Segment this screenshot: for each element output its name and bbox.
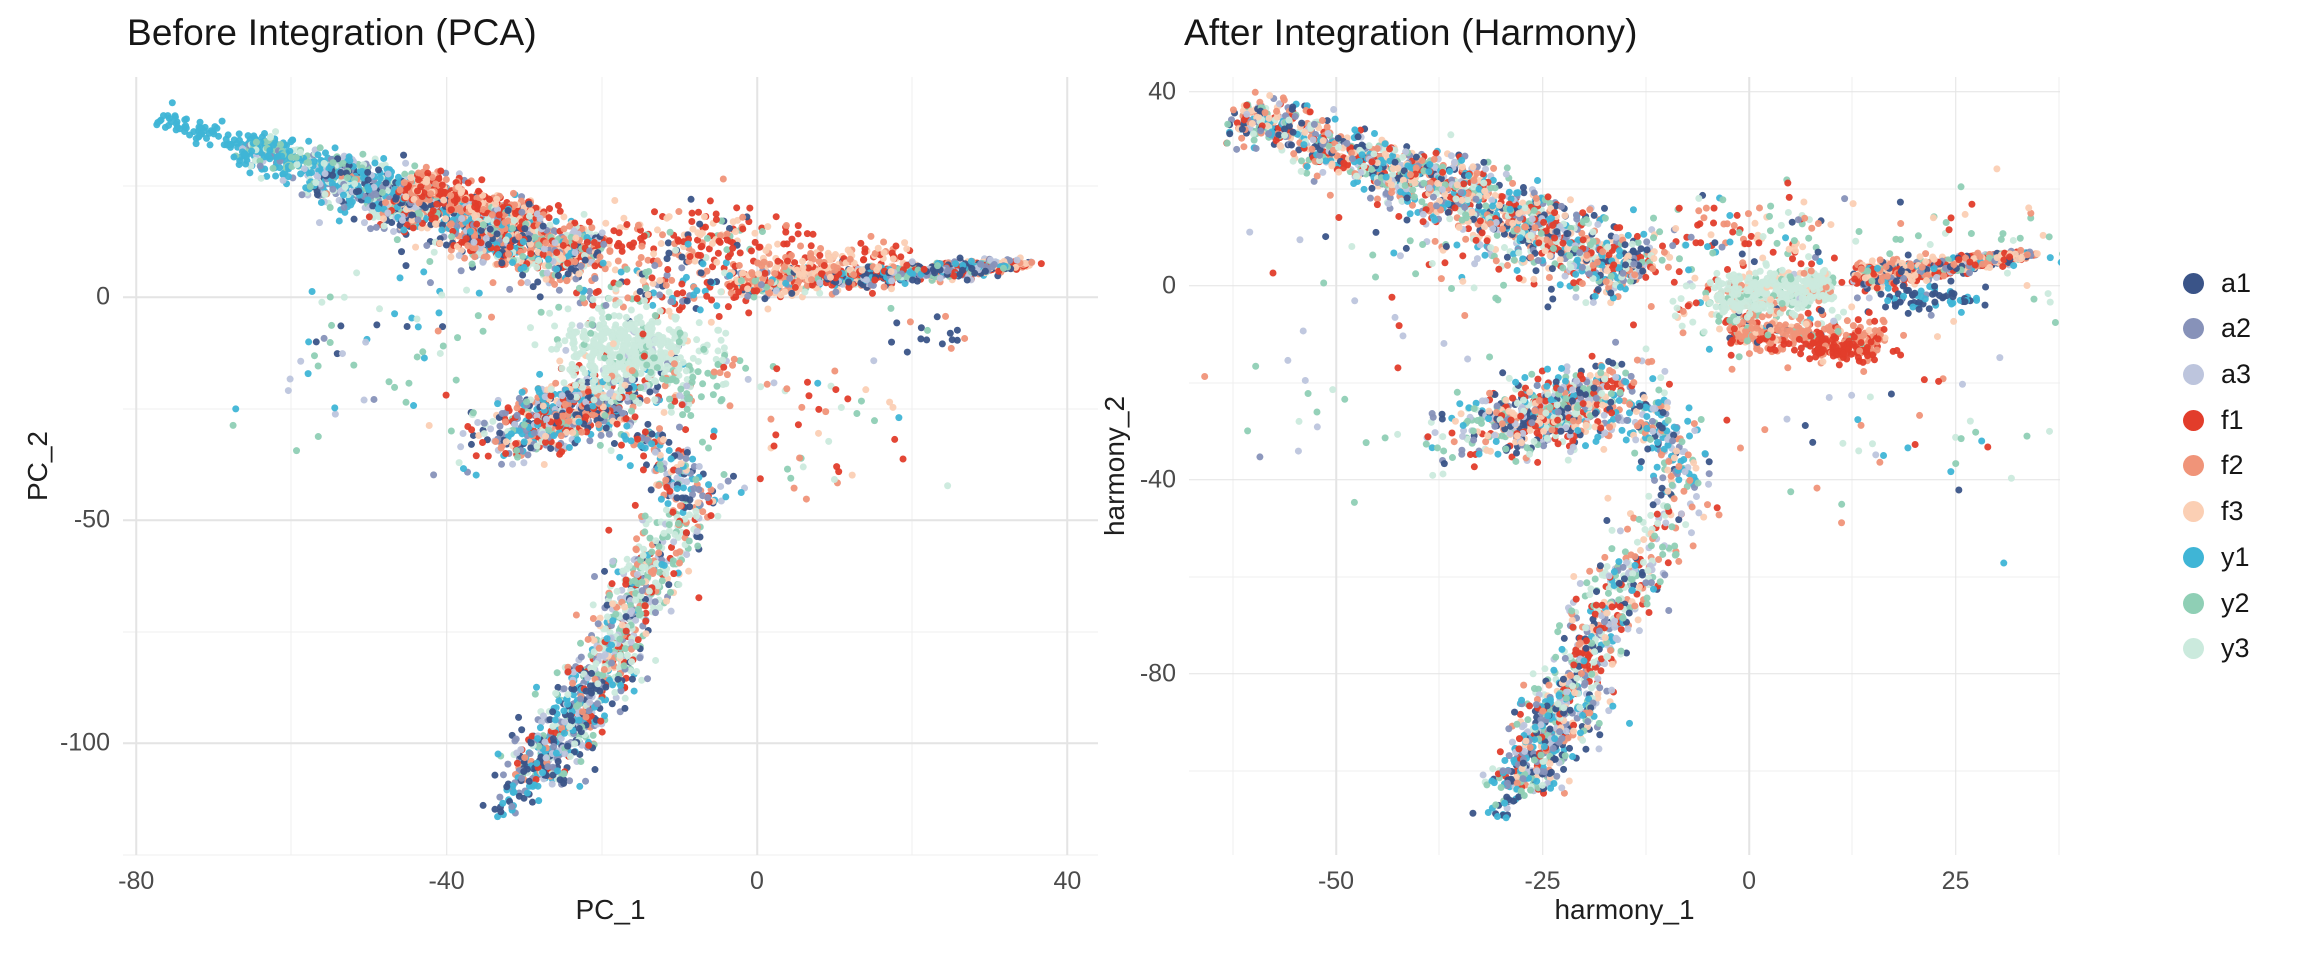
legend-swatch-y1 — [2183, 546, 2204, 568]
legend-item-f1: f1 — [2183, 397, 2244, 443]
legend-item-a3: a3 — [2183, 351, 2251, 397]
legend-label: a1 — [2221, 267, 2252, 298]
y-tick-label: 0 — [96, 282, 110, 311]
legend: a1 a2 a3 f1 f2 f3 y1 y2 y3 — [2183, 260, 2304, 674]
plot-title-pca: Before Integration (PCA) — [127, 12, 537, 53]
legend-swatch-f2 — [2183, 455, 2204, 477]
y-tick-label: -40 — [1139, 465, 1176, 494]
x-tick-label: -80 — [118, 867, 155, 895]
legend-item-y3: y3 — [2183, 626, 2250, 672]
legend-label: a2 — [2221, 313, 2252, 344]
legend-item-y1: y1 — [2183, 534, 2250, 580]
plot-title-harmony: After Integration (Harmony) — [1184, 12, 1638, 53]
legend-item-f3: f3 — [2183, 489, 2244, 535]
x-tick-label: 0 — [750, 867, 764, 895]
legend-label: f2 — [2221, 450, 2244, 481]
y-tick-label: 40 — [1148, 77, 1176, 106]
legend-item-f2: f2 — [2183, 443, 2244, 489]
x-tick-label: 40 — [1053, 867, 1082, 895]
legend-item-a2: a2 — [2183, 306, 2251, 352]
panel-harmony: -50 -25 0 25 40 0 -40 -80 — [1140, 77, 2060, 895]
x-tick-label: 25 — [1941, 867, 1970, 895]
legend-swatch-y2 — [2183, 592, 2204, 614]
legend-label: a3 — [2221, 358, 2252, 389]
legend-swatch-f3 — [2183, 501, 2204, 523]
legend-swatch-a2 — [2183, 318, 2204, 340]
scatter-points-pca — [123, 77, 1098, 855]
scatter-points-harmony — [1189, 77, 2060, 855]
x-tick-label: -25 — [1524, 867, 1561, 895]
legend-label: y2 — [2221, 587, 2250, 618]
legend-label: f1 — [2221, 404, 2244, 435]
y-tick-label: -80 — [1139, 659, 1176, 688]
legend-swatch-y3 — [2183, 638, 2204, 660]
x-axis-title-harmony: harmony_1 — [1554, 894, 1695, 925]
y-axis-title-harmony: harmony_2 — [1099, 395, 1130, 537]
y-tick-label: 0 — [1162, 271, 1176, 300]
y-axis-title-pca: PC_2 — [22, 430, 53, 502]
legend-swatch-f1 — [2183, 409, 2204, 431]
x-tick-label: -40 — [428, 867, 465, 895]
y-tick-label: -50 — [73, 505, 110, 534]
panel-pca: -80 -40 0 40 0 -50 -100 — [60, 77, 1098, 895]
legend-label: y3 — [2221, 633, 2250, 664]
y-tick-label: -100 — [59, 728, 110, 757]
x-tick-label: 0 — [1742, 867, 1756, 895]
legend-item-y2: y2 — [2183, 580, 2250, 626]
legend-item-a1: a1 — [2183, 260, 2251, 306]
legend-swatch-a3 — [2183, 363, 2204, 385]
legend-label: y1 — [2221, 541, 2250, 572]
x-tick-label: -50 — [1317, 867, 1355, 895]
x-axis-title-pca: PC_1 — [575, 894, 646, 925]
legend-label: f3 — [2221, 496, 2244, 527]
legend-swatch-a1 — [2183, 272, 2204, 294]
